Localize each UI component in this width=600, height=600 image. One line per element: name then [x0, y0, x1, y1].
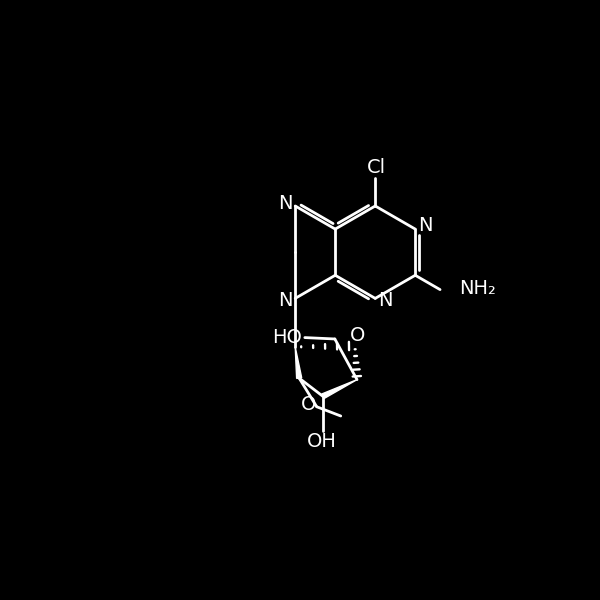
Text: O: O — [301, 395, 316, 415]
Text: OH: OH — [307, 431, 337, 451]
Text: NH₂: NH₂ — [460, 279, 496, 298]
Polygon shape — [322, 380, 357, 398]
Polygon shape — [295, 347, 302, 379]
Text: N: N — [419, 216, 433, 235]
Text: N: N — [379, 291, 393, 310]
Text: Cl: Cl — [367, 158, 386, 176]
Text: N: N — [278, 291, 292, 310]
Text: HO: HO — [272, 328, 302, 347]
Text: O: O — [350, 326, 365, 345]
Text: N: N — [278, 194, 292, 213]
